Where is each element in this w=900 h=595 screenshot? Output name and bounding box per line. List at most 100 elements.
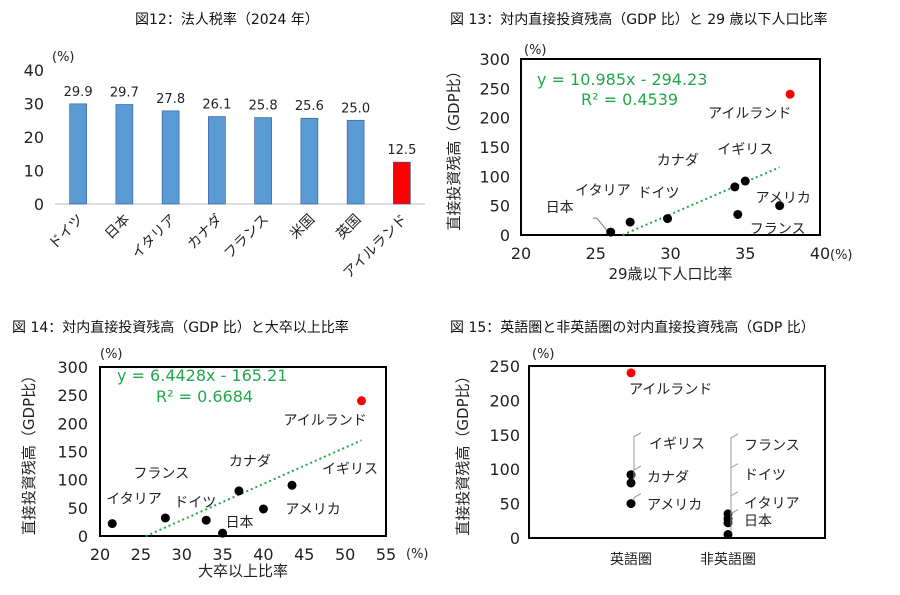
chart3-x-tick-label: 55 [376,545,396,564]
chart4-leader-line [730,491,739,519]
chart3-scatter: (%) 0 50 100 150 200 250 300 20 25 30 35 40 45 50 55 (%)… [20,347,429,580]
chart1-bar [69,103,87,205]
chart4-point [626,499,636,509]
chart2-point [730,182,740,192]
chart4-point-label: 日本 [744,514,772,530]
chart3-x-axis-label: 大卒以上比率 [198,562,288,580]
chart3-x-tick-label: 35 [212,545,232,564]
chart3-point [160,513,170,523]
chart2-y-tick-label: 250 [479,79,510,98]
chart2-x-tick-label: 30 [660,244,680,263]
chart3-y-tick-label: 100 [57,471,88,490]
chart1-y-tick-label: 30 [24,95,44,114]
chart4-y-unit: (%) [532,347,555,362]
chart1-bar [115,104,134,205]
chart2-point-label: アイルランド [708,106,791,122]
chart3-x-tick-label: 20 [90,545,110,564]
chart2-y-tick-label: 50 [490,197,510,216]
chart3-x-tick-label: 25 [131,545,151,564]
chart2-y-unit: (%) [524,43,547,58]
chart3-trendline [145,439,362,538]
chart1-x-tick-label: ドイツ [46,212,87,253]
chart1-x-tick-label: 英国 [333,211,365,243]
chart2-y-tick-label: 200 [479,109,510,128]
chart3-point-label: カナダ [229,454,271,470]
chart1-data-label: 25.0 [341,101,370,116]
chart3-y-axis-label: 直接投資残高（GDP比） [20,368,38,535]
chart2-x-tick-label: 20 [511,244,531,263]
chart1-title: 図12：法人税率（2024 年） [135,12,319,28]
chart2-point [740,176,750,186]
chart4-point-label: アメリカ [647,498,702,514]
chart2-point [785,89,795,99]
chart1-data-label: 26.1 [202,98,231,113]
chart1-bar [208,116,226,205]
chart4-point-label: アイルランド [629,382,712,398]
chart4-y-tick-label: 150 [489,426,520,445]
chart1-bar [346,119,365,205]
chart2-x-tick-label: 25 [586,244,606,263]
chart3-point-label: 日本 [226,515,254,531]
chart4-point-label: フランス [744,438,800,454]
chart2-trendline [622,166,781,236]
chart2-y-tick-label: 300 [479,50,510,69]
chart4-y-tick-label: 200 [489,391,520,410]
chart3-point-label: ドイツ [174,495,216,511]
chart4-y-tick-label: 100 [489,460,520,479]
chart2-point [625,217,635,227]
chart3-title: 図 14：対内直接投資残高（GDP 比）と大卒以上比率 [12,320,349,336]
chart2-point [606,227,616,237]
chart1-x-tick-label: イタリア [129,212,180,263]
chart3-x-tick-label: 45 [294,545,314,564]
chart1-bar: (%) 0 10 20 30 40 29.9 ドイツ 29.7 日本 27.8 イタリア 26.1 カナダ… [24,50,425,282]
chart2-y-tick-label: 100 [479,167,510,186]
chart3-plot-frame [99,366,387,537]
chart4-point [723,530,733,540]
chart3-y-tick-label: 300 [57,358,88,377]
chart4-x-tick-label: 英語圏 [610,551,652,568]
chart3-y-tick-label: 50 [68,499,88,518]
chart1-data-label: 29.9 [64,85,93,100]
chart3-point [234,486,244,496]
chart3-y-unit: (%) [100,347,123,362]
chart1-data-label: 29.7 [110,86,139,101]
chart2-x-tick-label: 40 [810,244,830,263]
chart1-bar [300,117,319,205]
chart2-point-label: イタリア [575,183,630,199]
chart1-bar [254,117,272,205]
chart2-point-label: ドイツ [638,186,680,202]
chart4-y-axis-label: 直接投資残高（GDP比） [454,368,472,535]
chart2-point-label: アメリカ [756,191,811,207]
chart4-point-label: イギリス [649,437,705,453]
chart1-y-tick-label: 0 [34,195,44,214]
chart2-y-tick-label: 150 [479,138,510,157]
chart4-y-tick-label: 250 [489,357,520,376]
chart2-y-axis-label: 直接投資残高（GDP比） [445,63,463,230]
chart3-y-tick-label: 250 [57,386,88,405]
chart4-point [626,368,636,378]
chart4-scatter: (%) 0 50 100 150 200 250 英語圏 非英語圏 直接投資残高（GDP比） アイル… [454,347,826,568]
chart3-point-label: アメリカ [285,502,340,518]
chart3-point [258,504,268,514]
chart2-leader-line [592,217,608,231]
chart2-equation: y = 10.985x - 294.23 [537,70,707,89]
chart3-x-unit: (%) [406,547,429,562]
chart2-point [775,201,785,211]
chart3-point [218,528,228,538]
chart4-point [626,478,636,488]
chart4-plot-frame [528,365,826,539]
chart4-leader-line [730,463,739,515]
chart2-y-tick-label: 0 [500,226,510,245]
chart4-leader-line [730,433,739,510]
chart1-x-tick-label: 日本 [102,212,133,243]
chart1-y-tick-label: 20 [24,128,44,147]
chart3-point [107,519,117,529]
chart2-point-label: カナダ [657,153,699,169]
chart1-x-tick-label: フランス [221,212,272,263]
chart3-point-label: フランス [133,466,189,482]
chart4-y-tick-label: 50 [500,495,520,514]
chart4-point [626,470,636,480]
chart3-x-tick-label: 50 [335,545,355,564]
chart4-point-label: ドイツ [744,468,786,484]
chart4-leader-line [633,432,642,471]
